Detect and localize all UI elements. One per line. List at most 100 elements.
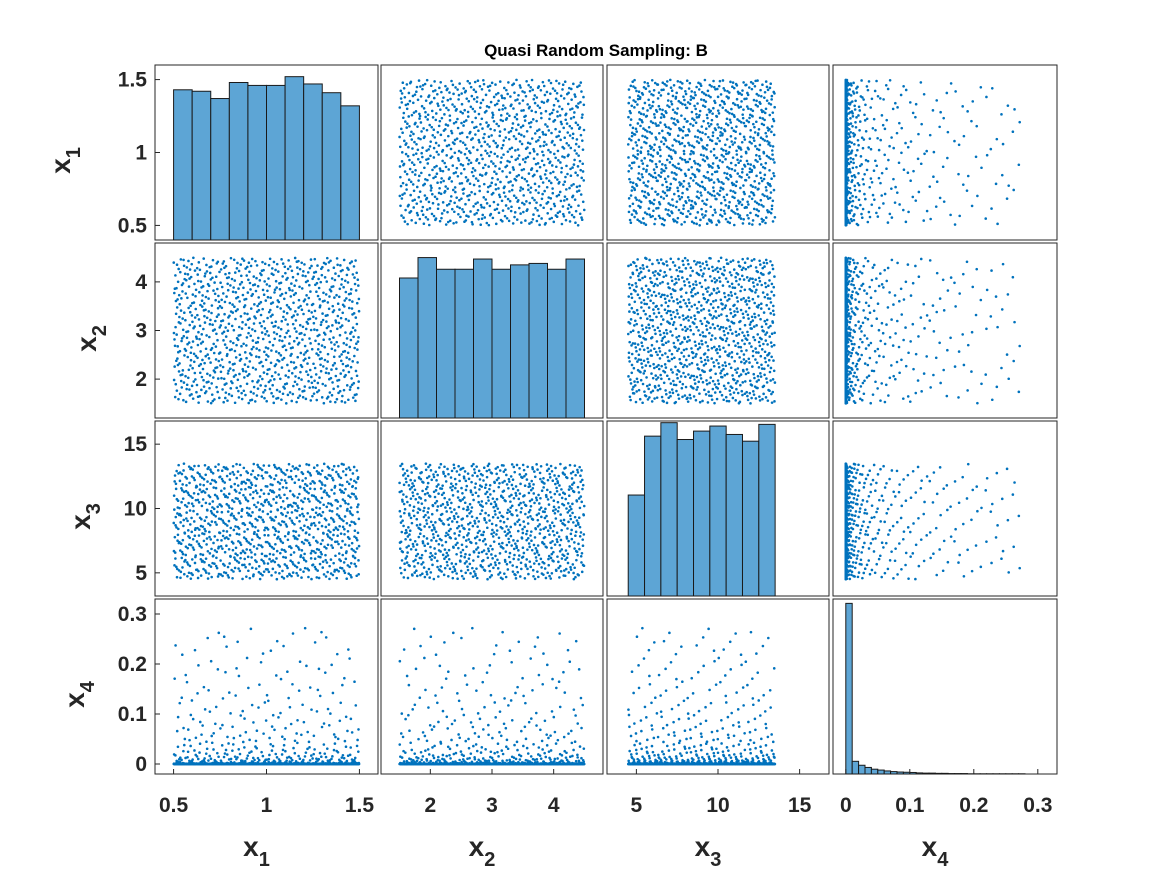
scatter-point (743, 323, 747, 327)
scatter-point (643, 211, 647, 214)
scatter-point (562, 97, 566, 100)
scatter-point (282, 385, 285, 389)
scatter-point (345, 356, 349, 359)
scatter-point (427, 148, 430, 151)
scatter-point (673, 356, 676, 360)
scatter-point (424, 115, 427, 119)
scatter-point (405, 83, 409, 86)
scatter-point (562, 126, 565, 130)
scatter-point (328, 337, 331, 341)
scatter-point (437, 203, 440, 206)
scatter-point (547, 148, 550, 152)
scatter-point (510, 205, 513, 209)
scatter-point (531, 88, 535, 92)
scatter-point (280, 366, 284, 369)
scatter-point (326, 352, 330, 356)
scatter-point (706, 170, 709, 174)
scatter-point (266, 295, 270, 299)
scatter-point (922, 219, 926, 222)
scatter-point (893, 201, 897, 204)
scatter-point (538, 106, 542, 110)
scatter-point (691, 117, 694, 120)
scatter-point (866, 88, 870, 92)
scatter-point (203, 321, 207, 324)
scatter-point (308, 283, 311, 287)
scatter-point (759, 102, 762, 105)
histogram-bar-x2 (547, 268, 567, 419)
scatter-point (203, 391, 207, 395)
scatter-point (177, 321, 181, 324)
scatter-point (660, 171, 663, 174)
scatter-point (735, 279, 738, 283)
scatter-point (716, 123, 719, 126)
scatter-point (277, 351, 281, 355)
scatter-point (733, 169, 737, 172)
scatter-point (252, 322, 256, 325)
scatter-point (759, 136, 763, 139)
scatter-point (639, 270, 643, 274)
scatter-point (640, 173, 644, 176)
scatter-point (736, 199, 740, 202)
scatter-point (461, 141, 465, 144)
scatter-point (689, 122, 692, 126)
scatter-point (512, 82, 516, 86)
scatter-point (743, 288, 747, 292)
scatter-point (723, 373, 727, 377)
scatter-point (702, 98, 706, 102)
scatter-point (642, 298, 646, 302)
scatter-point (471, 167, 475, 170)
scatter-point (773, 275, 776, 278)
scatter-point (506, 159, 509, 163)
scatter-point (865, 117, 869, 121)
scatter-point (640, 306, 643, 309)
scatter-point (716, 95, 720, 99)
scatter-point (305, 303, 309, 306)
scatter-point (633, 384, 637, 387)
scatter-point (754, 213, 758, 217)
scatter-point (674, 327, 678, 331)
scatter-point (206, 353, 210, 356)
scatter-point (237, 396, 241, 399)
scatter-point (426, 162, 430, 165)
scatter-point (750, 345, 753, 348)
scatter-point (706, 355, 709, 359)
scatter-point (745, 159, 749, 163)
scatter-point (923, 152, 926, 156)
scatter-point (699, 84, 703, 88)
scatter-point (863, 192, 866, 196)
scatter-point (709, 326, 712, 330)
scatter-point (348, 388, 352, 391)
scatter-point (765, 331, 769, 334)
scatter-point (249, 288, 252, 291)
scatter-point (329, 376, 333, 380)
scatter-point (741, 116, 745, 120)
scatter-point (654, 374, 658, 377)
scatter-point (560, 122, 563, 126)
scatter-point (223, 266, 226, 270)
scatter-point (456, 88, 459, 91)
scatter-point (690, 220, 694, 224)
scatter-point (212, 351, 216, 355)
scatter-point (684, 329, 688, 333)
scatter-point (760, 179, 764, 183)
scatter-point (227, 322, 231, 326)
scatter-point (414, 221, 418, 225)
scatter-point (539, 203, 542, 207)
scatter-point (764, 333, 767, 336)
scatter-point (196, 313, 199, 317)
scatter-point (730, 294, 733, 297)
scatter-point (753, 84, 757, 88)
scatter-point (262, 391, 265, 394)
scatter-point (553, 152, 556, 156)
scatter-point (209, 348, 213, 352)
scatter-point (224, 335, 228, 338)
scatter-point (417, 174, 421, 178)
scatter-point (768, 297, 772, 300)
scatter-point (175, 359, 178, 363)
scatter-point (301, 395, 305, 399)
scatter-point (221, 388, 224, 391)
scatter-point (244, 323, 248, 326)
scatter-point (294, 310, 297, 313)
scatter-point (199, 303, 202, 307)
scatter-point (261, 364, 265, 368)
